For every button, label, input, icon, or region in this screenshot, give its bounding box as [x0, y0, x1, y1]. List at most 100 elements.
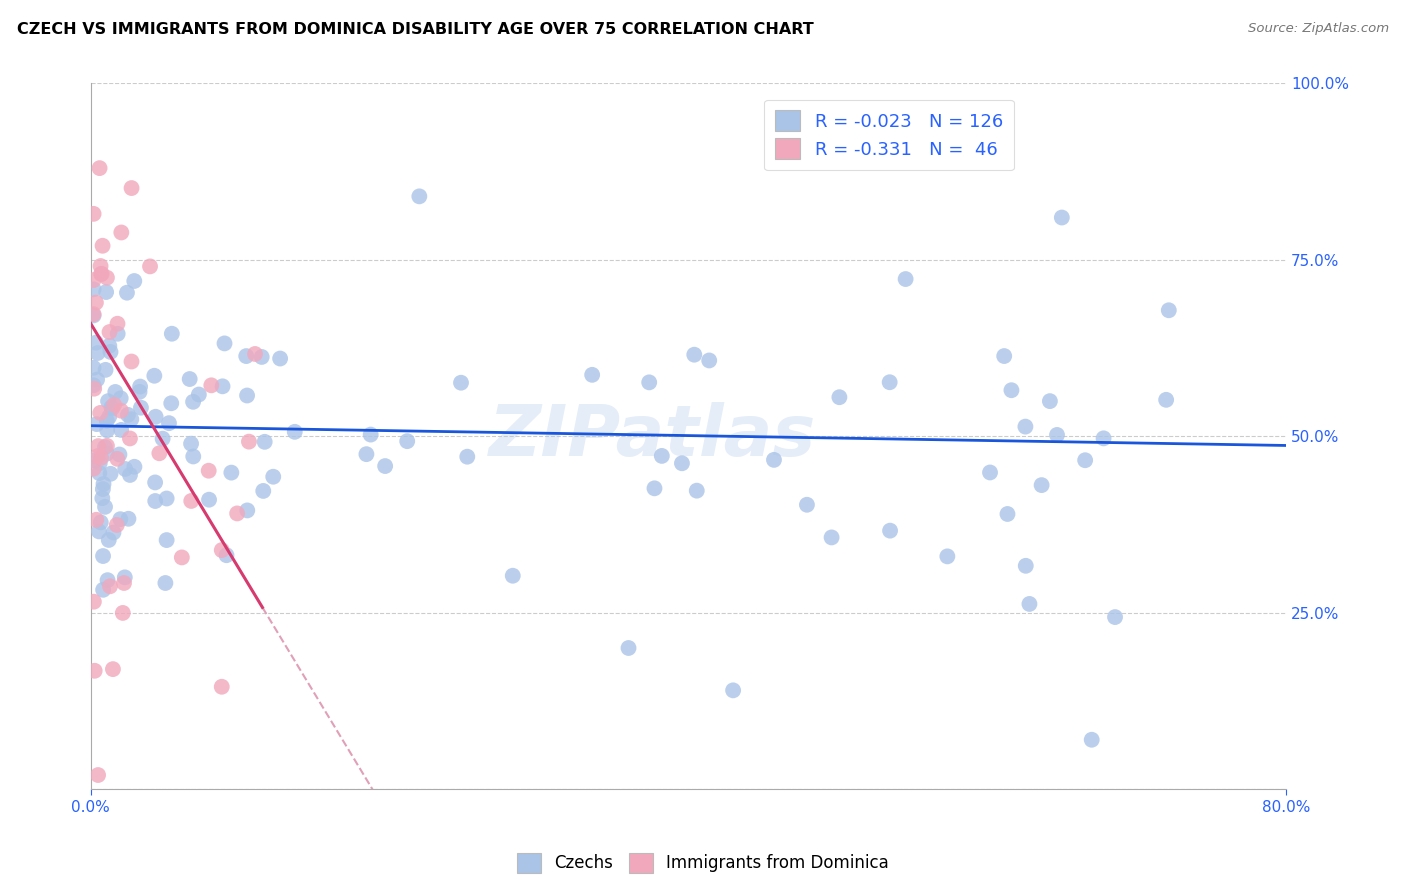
Point [105, 451, 128, 466]
Point [83, 273, 105, 287]
Point [502, 568, 524, 582]
Point [1015, 558, 1038, 573]
Point [128, 384, 150, 399]
Point [90, 267, 112, 281]
Point [683, 348, 706, 362]
Point [90, 450, 112, 465]
Point [211, 379, 233, 393]
Point [90, 516, 112, 530]
Point [643, 481, 665, 495]
Point [617, 640, 640, 655]
Point [86, 449, 108, 463]
Point [104, 384, 127, 399]
Point [211, 543, 233, 558]
Point [96, 447, 118, 461]
Point [226, 507, 249, 521]
Point [114, 570, 136, 584]
Point [638, 376, 661, 390]
Text: ZIPatlas: ZIPatlas [489, 401, 815, 471]
Point [83, 307, 105, 321]
Point [91, 491, 114, 506]
Point [1157, 303, 1180, 318]
Point [200, 378, 222, 392]
Point [108, 448, 131, 462]
Point [129, 401, 152, 415]
Point [117, 512, 139, 526]
Point [86, 373, 108, 387]
Point [98, 409, 121, 424]
Point [180, 436, 202, 450]
Point [686, 483, 709, 498]
Point [84, 513, 107, 527]
Point [117, 408, 139, 422]
Point [450, 376, 472, 390]
Point [94, 500, 117, 514]
Point [1031, 478, 1053, 492]
Point [1092, 431, 1115, 445]
Point [1104, 610, 1126, 624]
Point [284, 425, 307, 439]
Point [356, 447, 378, 461]
Point [83, 382, 105, 396]
Point [238, 434, 260, 449]
Point [243, 347, 266, 361]
Point [879, 524, 901, 538]
Point [198, 492, 221, 507]
Point [89, 161, 111, 175]
Point [101, 401, 124, 416]
Point [121, 354, 143, 368]
Point [83, 461, 105, 475]
Point [84, 335, 107, 350]
Point [110, 392, 132, 406]
Point [181, 450, 204, 464]
Point [894, 272, 917, 286]
Point [156, 491, 179, 506]
Point [697, 353, 720, 368]
Point [86, 417, 108, 431]
Point [993, 349, 1015, 363]
Point [143, 494, 166, 508]
Point [105, 518, 128, 533]
Point [100, 401, 122, 415]
Point [118, 432, 141, 446]
Point [124, 459, 146, 474]
Point [1074, 453, 1097, 467]
Point [96, 439, 118, 453]
Point [96, 414, 118, 428]
Point [114, 462, 136, 476]
Point [83, 207, 105, 221]
Point [181, 394, 204, 409]
Point [110, 512, 132, 526]
Point [91, 582, 114, 597]
Point [91, 482, 114, 496]
Point [83, 453, 105, 467]
Point [121, 181, 143, 195]
Point [155, 576, 177, 591]
Point [98, 339, 121, 353]
Point [671, 456, 693, 470]
Point [90, 259, 112, 273]
Point [160, 396, 183, 410]
Point [214, 336, 236, 351]
Point [179, 372, 201, 386]
Point [97, 533, 120, 547]
Point [91, 549, 114, 563]
Point [96, 423, 118, 437]
Point [124, 274, 146, 288]
Point [236, 503, 259, 517]
Point [83, 360, 105, 375]
Point [83, 309, 105, 323]
Point [828, 390, 851, 404]
Point [721, 683, 744, 698]
Point [269, 351, 291, 366]
Point [979, 466, 1001, 480]
Point [87, 524, 110, 539]
Legend: Czechs, Immigrants from Dominica: Czechs, Immigrants from Dominica [510, 847, 896, 880]
Point [408, 189, 430, 203]
Point [396, 434, 419, 449]
Point [253, 434, 276, 449]
Point [111, 606, 134, 620]
Point [187, 387, 209, 401]
Point [98, 325, 121, 339]
Legend: R = -0.023   N = 126, R = -0.331   N =  46: R = -0.023 N = 126, R = -0.331 N = 46 [765, 100, 1014, 170]
